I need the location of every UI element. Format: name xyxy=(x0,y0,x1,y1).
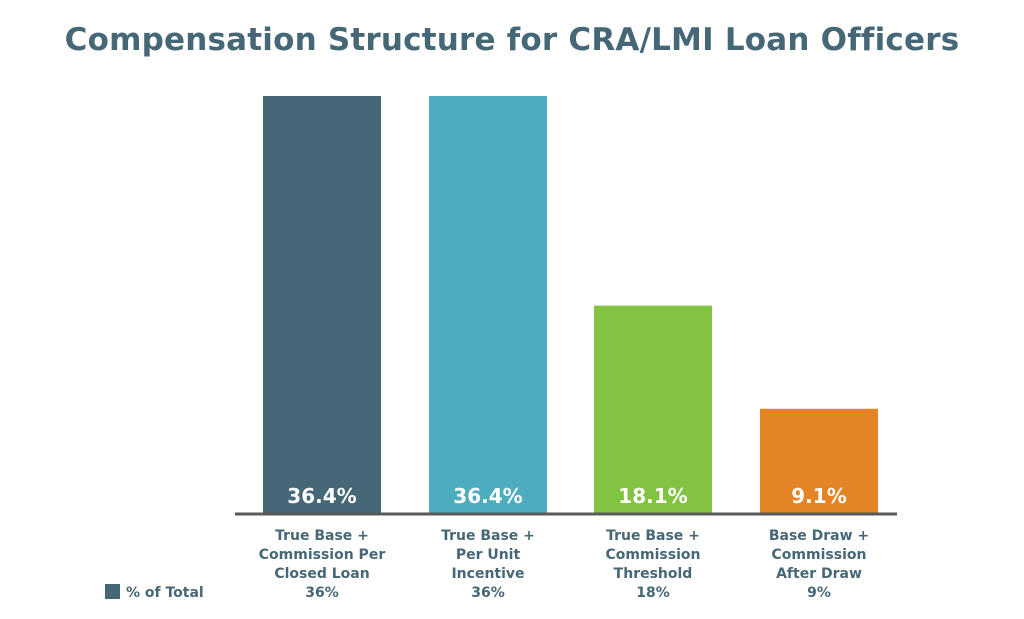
bar-1 xyxy=(263,96,381,513)
category-label-line: Closed Loan xyxy=(274,566,369,582)
category-label-line: True Base + xyxy=(441,528,535,544)
bar-2 xyxy=(429,96,547,513)
category-label-line: Threshold xyxy=(614,566,693,582)
bar-value-label-2: 36.4% xyxy=(453,484,522,508)
legend-label: % of Total xyxy=(126,585,204,601)
category-label-line: 9% xyxy=(807,585,831,601)
category-label-4: Base Draw + Commission After Draw 9% xyxy=(769,528,869,601)
category-label-line: True Base + xyxy=(606,528,700,544)
category-label-1: True Base + Commission Per Closed Loan 36% xyxy=(259,528,386,601)
category-label-3: True Base + Commission Threshold 18% xyxy=(606,528,701,601)
category-label-line: True Base + xyxy=(275,528,369,544)
category-labels-group: True Base + Commission Per Closed Loan 36%T… xyxy=(259,528,869,601)
category-label-line: Incentive xyxy=(451,566,524,582)
category-label-line: After Draw xyxy=(776,566,862,582)
category-label-2: True Base + Per Unit Incentive 36% xyxy=(441,528,535,601)
legend: % of Total xyxy=(105,584,204,601)
chart-title: Compensation Structure for CRA/LMI Loan … xyxy=(64,22,960,58)
category-label-line: Per Unit xyxy=(456,547,521,563)
bar-value-label-4: 9.1% xyxy=(791,484,846,508)
category-label-line: 36% xyxy=(471,585,505,601)
bars-group xyxy=(263,96,878,513)
category-label-line: Commission xyxy=(772,547,867,563)
bar-4 xyxy=(760,408,878,513)
legend-swatch xyxy=(105,584,120,599)
bar-3 xyxy=(594,305,712,513)
category-label-line: Commission xyxy=(606,547,701,563)
category-label-line: Base Draw + xyxy=(769,528,869,544)
category-label-line: 18% xyxy=(636,585,670,601)
category-label-line: Commission Per xyxy=(259,547,386,563)
category-label-line: 36% xyxy=(305,585,339,601)
bar-value-label-1: 36.4% xyxy=(287,484,356,508)
bar-value-label-3: 18.1% xyxy=(618,484,687,508)
value-labels-group: 36.4% 36.4% 18.1% 9.1% xyxy=(287,484,846,508)
